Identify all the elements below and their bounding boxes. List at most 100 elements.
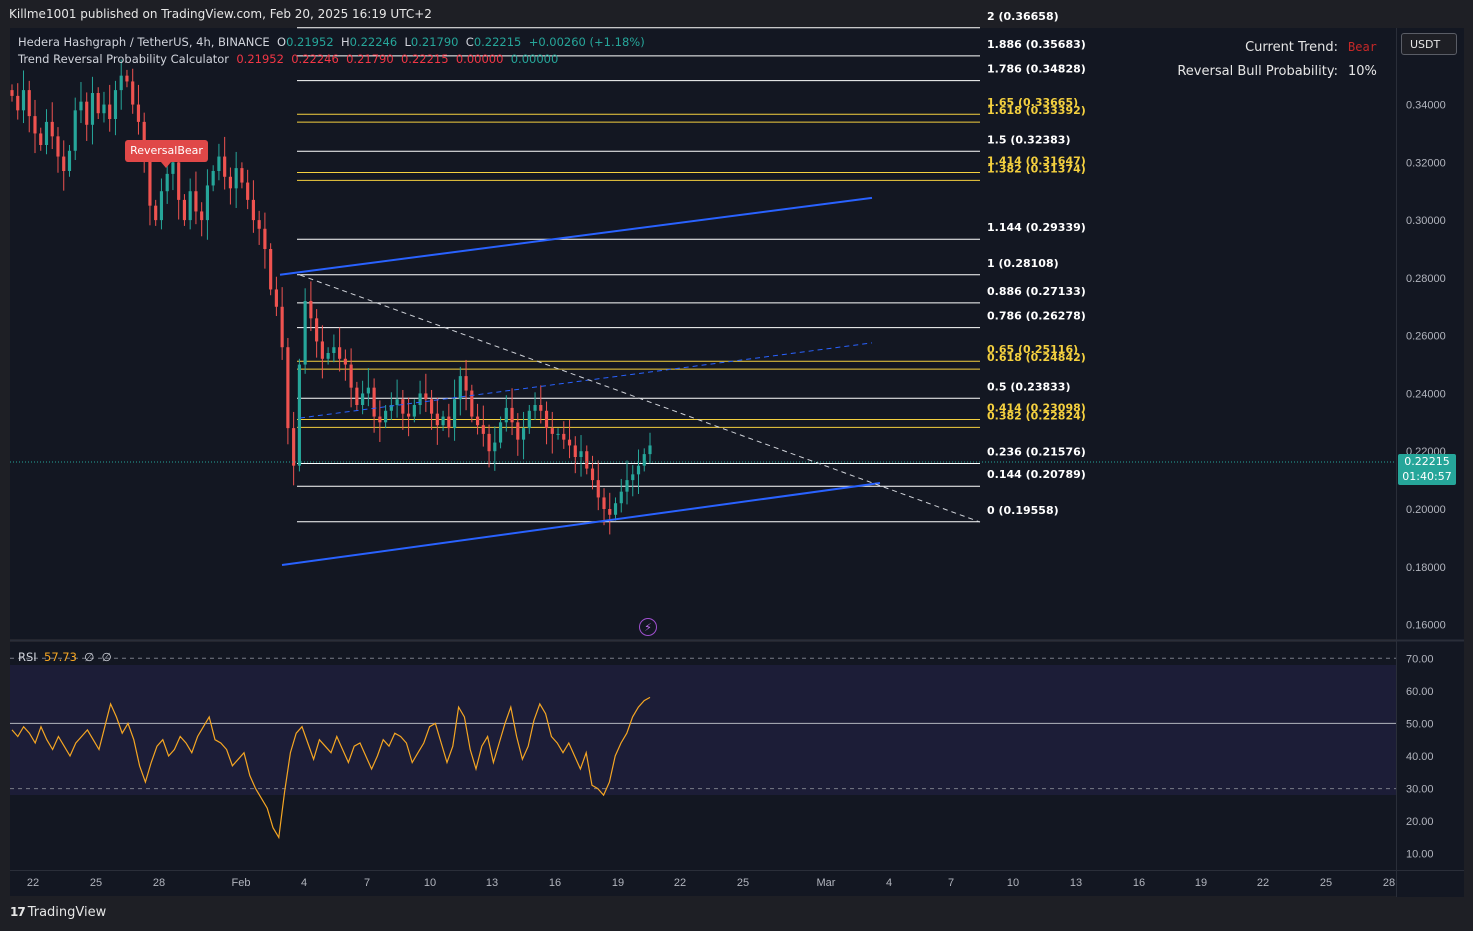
fib-level-label: 1.414 (0.31647) (987, 155, 1086, 168)
fib-level-label: 0.144 (0.20789) (987, 468, 1086, 481)
rsi-name: RSI (18, 650, 37, 664)
candle (315, 309, 319, 358)
candle (366, 368, 370, 407)
candle (631, 465, 635, 497)
rsi-legend[interactable]: RSI 57.73 ∅ ∅ (18, 650, 112, 664)
candle (280, 287, 284, 360)
time-tick-label: 25 (1320, 877, 1332, 889)
candle (240, 162, 244, 189)
time-tick-label: 10 (424, 877, 436, 889)
candle (579, 435, 583, 477)
time-tick-label: 16 (1133, 877, 1145, 889)
candle (251, 180, 255, 233)
candle (619, 478, 623, 513)
tradingview-logo[interactable]: 17 TradingView (10, 905, 107, 920)
candle (527, 405, 531, 434)
candle (458, 366, 462, 416)
tradingview-logo-icon: 17 (10, 905, 26, 919)
fib-level-label: 0.65 (0.25116) (987, 343, 1078, 356)
time-tick-label: Mar (817, 877, 836, 889)
candle (516, 413, 520, 456)
time-axis[interactable] (10, 870, 1396, 896)
candle (200, 202, 204, 237)
candle (475, 403, 480, 435)
rsi-band (10, 665, 1396, 795)
mid-channel-line[interactable] (299, 342, 873, 419)
candle (154, 199, 158, 226)
candle (269, 243, 273, 296)
candle (56, 127, 60, 173)
time-tick-label: 16 (549, 877, 561, 889)
candle (228, 167, 232, 205)
fib-level-label: 1.65 (0.33665) (987, 96, 1078, 109)
diagonal-trend-line[interactable] (299, 274, 981, 523)
last-price: 0.22215 (1404, 455, 1450, 468)
candle (418, 380, 422, 415)
candle (613, 497, 618, 521)
candle (441, 410, 445, 431)
time-tick-label: Feb (232, 877, 251, 889)
candle (108, 84, 112, 132)
candle (602, 488, 606, 526)
symbol-name: Hedera Hashgraph / TetherUS, 4h, BINANCE (18, 35, 270, 49)
fib-level-label: 0.5 (0.23833) (987, 380, 1070, 393)
current-trend-label: Current Trend: (1245, 40, 1338, 55)
candle (136, 84, 141, 135)
candle (521, 411, 526, 460)
candle (556, 428, 560, 440)
price-pane[interactable] (10, 28, 1396, 639)
rsi-tick-label: 70.00 (1406, 653, 1434, 665)
candle (67, 145, 72, 177)
candle (113, 80, 118, 136)
candle (159, 178, 164, 230)
candle (44, 109, 49, 155)
candle (470, 384, 474, 423)
reversal-bear-label[interactable]: ReversalBear (125, 140, 208, 162)
candle (544, 401, 549, 445)
rsi-tick-label: 10.00 (1406, 849, 1434, 861)
candle (355, 381, 359, 411)
price-tick-label: 0.24000 (1406, 388, 1446, 400)
candle (539, 385, 543, 424)
fib-level-label: 1.5 (0.32383) (987, 133, 1070, 146)
time-tick-label: 10 (1007, 877, 1019, 889)
time-tick-label: 19 (612, 877, 624, 889)
time-tick-label: 25 (737, 877, 749, 889)
candle (326, 347, 330, 365)
indicator-value: 0.22246 (291, 52, 339, 66)
fib-level-label: 0.414 (0.23098) (987, 402, 1086, 415)
lower-channel-line[interactable] (281, 482, 881, 567)
lightning-icon[interactable]: ⚡ (639, 618, 657, 636)
rsi-tick-label: 50.00 (1406, 718, 1434, 730)
rsi-tick-label: 40.00 (1406, 751, 1434, 763)
time-tick-label: 25 (90, 877, 102, 889)
candle (573, 436, 577, 474)
bottom-bar: 17 TradingView (0, 897, 1473, 931)
candle (309, 281, 313, 332)
indicator-value: 0.00000 (510, 52, 559, 66)
candle (217, 143, 221, 181)
indicator-value: 0.21952 (236, 52, 284, 66)
fib-level-label: 2 (0.36658) (987, 10, 1059, 23)
currency-selector[interactable]: USDT (1401, 33, 1457, 55)
candle (73, 97, 77, 161)
rsi-tick-label: 60.00 (1406, 686, 1434, 698)
fib-level-label: 1.144 (0.29339) (987, 221, 1086, 234)
indicator-value: 0.22215 (400, 52, 449, 66)
candle (332, 334, 336, 363)
fib-level-label: 0.382 (0.22824) (987, 409, 1086, 422)
candle (10, 84, 14, 102)
rsi-line (11, 696, 651, 840)
price-tick-label: 0.26000 (1406, 331, 1446, 343)
candle (27, 80, 31, 133)
rsi-tick-label: 20.00 (1406, 816, 1434, 828)
indicator-legend[interactable]: Trend Reversal Probability Calculator 0.… (18, 52, 558, 66)
symbol-legend[interactable]: Hedera Hashgraph / TetherUS, 4h, BINANCE… (18, 35, 645, 49)
time-tick-label: 19 (1195, 877, 1207, 889)
candle (234, 151, 238, 208)
upper-channel-line[interactable] (279, 196, 873, 276)
time-tick-label: 7 (364, 877, 370, 889)
candle (223, 136, 227, 190)
price-tick-label: 0.34000 (1406, 100, 1446, 112)
